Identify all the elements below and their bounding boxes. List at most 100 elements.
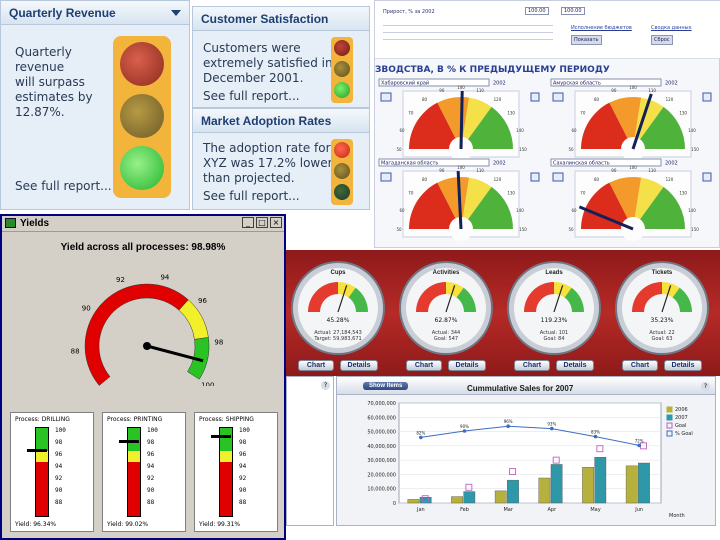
help-icon[interactable]: ? — [701, 382, 710, 391]
budget-link[interactable]: Исполнение бюджетов — [571, 25, 632, 31]
bar-2007[interactable] — [507, 479, 519, 504]
export-icon[interactable] — [552, 172, 564, 182]
scale-label: 130 — [679, 111, 687, 116]
customer-satisfaction-header[interactable]: Customer Satisfaction — [193, 7, 369, 31]
process-name: Process: PRINTING — [107, 416, 163, 423]
scale-label: 90 — [611, 88, 617, 93]
pct-goal-point — [419, 435, 423, 440]
see-full-report-link[interactable]: See full report... — [15, 179, 112, 193]
details-button[interactable]: Details — [448, 360, 486, 371]
process-marker — [27, 449, 47, 452]
legend-swatch — [666, 430, 673, 437]
bar-2006[interactable] — [451, 496, 463, 504]
quarterly-revenue-panel: Quarterly Revenue Quarterly revenue will… — [0, 0, 190, 210]
green-band — [36, 428, 48, 451]
quarterly-revenue-title: Quarterly Revenue — [9, 6, 116, 20]
filter-value-input[interactable]: 100.00 — [525, 7, 549, 15]
window-title-bar[interactable]: Yields _ □ × — [2, 216, 284, 232]
minimize-button[interactable]: _ — [242, 217, 254, 228]
cup-actual: Actual: 22 — [649, 330, 674, 336]
gauge-band — [461, 106, 513, 149]
scale-label: 130 — [679, 191, 687, 196]
process-yield: Yield: 96.34% — [15, 521, 57, 528]
process-name: Process: SHIPPING — [199, 416, 254, 423]
scale-label: 50 — [396, 227, 402, 232]
region-select[interactable] — [378, 158, 490, 167]
goal-marker — [465, 483, 473, 491]
green-band — [128, 428, 140, 451]
yield-scale-label: 94 — [160, 273, 169, 281]
filter-value-input[interactable]: 100.00 — [561, 7, 585, 15]
bar-2006[interactable] — [407, 499, 420, 504]
bar-2006[interactable] — [582, 467, 594, 504]
scale-label: 140 — [688, 208, 696, 213]
scale-label: 70 — [580, 191, 586, 196]
market-adoption-header[interactable]: Market Adoption Rates — [193, 109, 369, 133]
yield-heading: Yield across all processes: 98.98% — [60, 242, 226, 253]
export-icon[interactable] — [552, 92, 564, 102]
table-icon[interactable] — [702, 172, 712, 182]
region-select[interactable] — [550, 158, 662, 167]
scale-label: 140 — [516, 208, 524, 213]
dropdown-arrow-icon[interactable] — [171, 10, 181, 16]
maximize-button[interactable]: □ — [256, 217, 268, 228]
sales-chart: 0 10,000,000 20,000,000 30,000,000 40,000,00… — [367, 401, 692, 519]
summary-link[interactable]: Сводка данных — [651, 25, 692, 31]
process-yield: Yield: 99.31% — [199, 521, 241, 528]
region-year: 2002 — [665, 81, 678, 87]
export-icon[interactable] — [380, 92, 392, 102]
reset-button[interactable]: Сброс — [651, 35, 673, 45]
kpi-cups-bar: Cups 45.28% Actual: 27,184,543 Target: 59,9… — [286, 250, 720, 376]
help-icon[interactable]: ? — [321, 381, 330, 390]
details-button[interactable]: Details — [664, 360, 702, 371]
chart-button[interactable]: Chart — [622, 360, 658, 371]
yellow-band — [220, 451, 232, 462]
goal-marker — [552, 456, 560, 464]
details-button[interactable]: Details — [340, 360, 378, 371]
bar-2007[interactable] — [419, 497, 432, 504]
bar-2007[interactable] — [550, 464, 563, 504]
cup-percent: 62.87% — [435, 317, 458, 324]
mini-traffic-light-icon — [331, 139, 353, 205]
bar-2006[interactable] — [494, 490, 507, 504]
process-marker — [211, 435, 231, 438]
yellow-band — [128, 451, 140, 462]
pct-goal-point — [506, 424, 510, 428]
cup-needle — [445, 285, 456, 313]
show-button[interactable]: Показать — [571, 35, 602, 45]
quarterly-revenue-header[interactable]: Quarterly Revenue — [1, 1, 189, 25]
process-name: Process: DRILLING — [15, 416, 70, 423]
chart-button[interactable]: Chart — [298, 360, 334, 371]
text-line: will surpass — [15, 75, 85, 89]
kpi-cup: Leads 119.23% Actual: 101 Goal: 84 Chart Deta… — [504, 260, 604, 372]
scale-label: 100 — [629, 165, 637, 170]
bar-2007[interactable] — [594, 457, 607, 504]
table-icon[interactable] — [702, 92, 712, 102]
tick-label: 96 — [239, 451, 247, 458]
region-select[interactable] — [378, 78, 490, 87]
region-select[interactable] — [550, 78, 662, 87]
table-icon[interactable] — [530, 172, 540, 182]
chart-button[interactable]: Chart — [406, 360, 442, 371]
see-full-report-link[interactable]: See full report... — [203, 189, 300, 203]
bar-2006[interactable] — [538, 477, 551, 504]
market-adoption-text: The adoption rate for XYZ was 17.2% lowe… — [203, 141, 333, 186]
bar-2007[interactable] — [463, 491, 476, 504]
show-items-button[interactable]: Show Items — [363, 382, 409, 390]
table-icon[interactable] — [530, 92, 540, 102]
tick-label: 98 — [55, 439, 63, 446]
see-full-report-link[interactable]: See full report... — [203, 89, 300, 103]
bar-2006[interactable] — [625, 465, 638, 504]
details-button[interactable]: Details — [556, 360, 594, 371]
x-tick-label: May — [590, 507, 600, 513]
gauge-band — [633, 97, 664, 149]
cup-needle — [661, 285, 672, 313]
close-button[interactable]: × — [270, 217, 282, 228]
chart-button[interactable]: Chart — [514, 360, 550, 371]
bar-2007[interactable] — [638, 462, 650, 504]
regional-gauges-panel: Прирост, % за 2002 100.00 100.00 Исполне… — [374, 0, 720, 248]
export-icon[interactable] — [380, 172, 392, 182]
market-adoption-title: Market Adoption Rates — [201, 114, 332, 128]
legend-label: 2007 — [675, 415, 688, 421]
tick-label: 88 — [55, 499, 63, 506]
